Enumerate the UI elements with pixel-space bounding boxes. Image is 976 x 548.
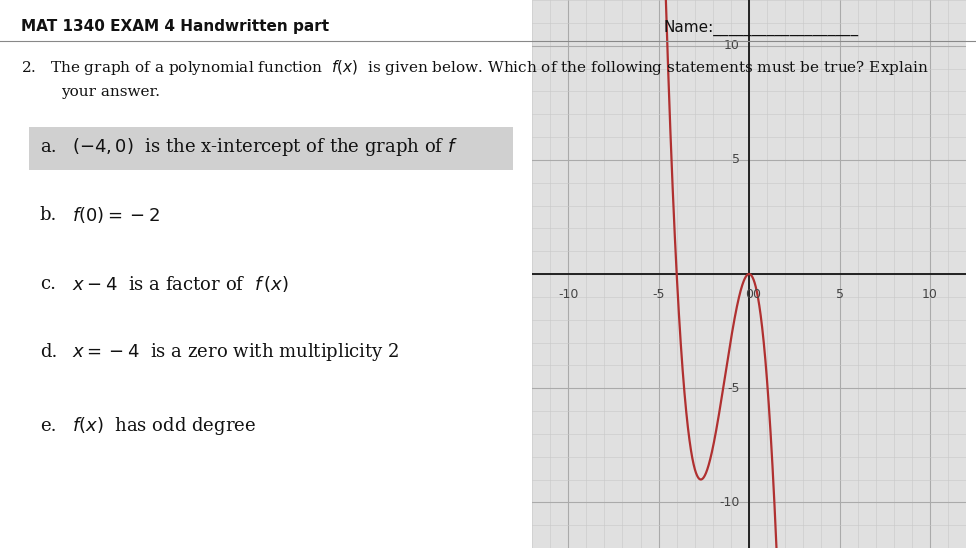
Text: 0: 0: [745, 288, 753, 301]
Text: your answer.: your answer.: [61, 85, 160, 99]
Text: 10: 10: [724, 39, 740, 52]
Text: $(-4,0)$  is the x-intercept of the graph of $f$: $(-4,0)$ is the x-intercept of the graph…: [72, 136, 458, 158]
Text: -5: -5: [727, 381, 740, 395]
Text: d.: d.: [40, 344, 58, 361]
Text: c.: c.: [40, 275, 56, 293]
Text: -10: -10: [719, 496, 740, 509]
Text: $f(x)$  has odd degree: $f(x)$ has odd degree: [72, 415, 256, 437]
Text: b.: b.: [40, 207, 58, 224]
Text: $x=-4$  is a zero with multiplicity 2: $x=-4$ is a zero with multiplicity 2: [72, 341, 399, 363]
Text: Name:___________________: Name:___________________: [664, 20, 859, 37]
Text: 2.   The graph of a polynomial function  $f(x)$  is given below. Which of the fo: 2. The graph of a polynomial function $f…: [21, 58, 929, 77]
Text: -5: -5: [652, 288, 665, 301]
Text: $f(0)=-2$: $f(0)=-2$: [72, 206, 160, 225]
FancyBboxPatch shape: [29, 127, 513, 170]
Text: 5: 5: [835, 288, 843, 301]
Text: $x-4$  is a factor of  $f\,(x)$: $x-4$ is a factor of $f\,(x)$: [72, 274, 288, 294]
Text: 5: 5: [732, 153, 740, 167]
Text: 0: 0: [752, 288, 760, 301]
Text: 10: 10: [922, 288, 938, 301]
Text: e.: e.: [40, 418, 57, 435]
Text: MAT 1340 EXAM 4 Handwritten part: MAT 1340 EXAM 4 Handwritten part: [21, 19, 330, 34]
Text: -10: -10: [558, 288, 579, 301]
Text: a.: a.: [40, 138, 57, 156]
